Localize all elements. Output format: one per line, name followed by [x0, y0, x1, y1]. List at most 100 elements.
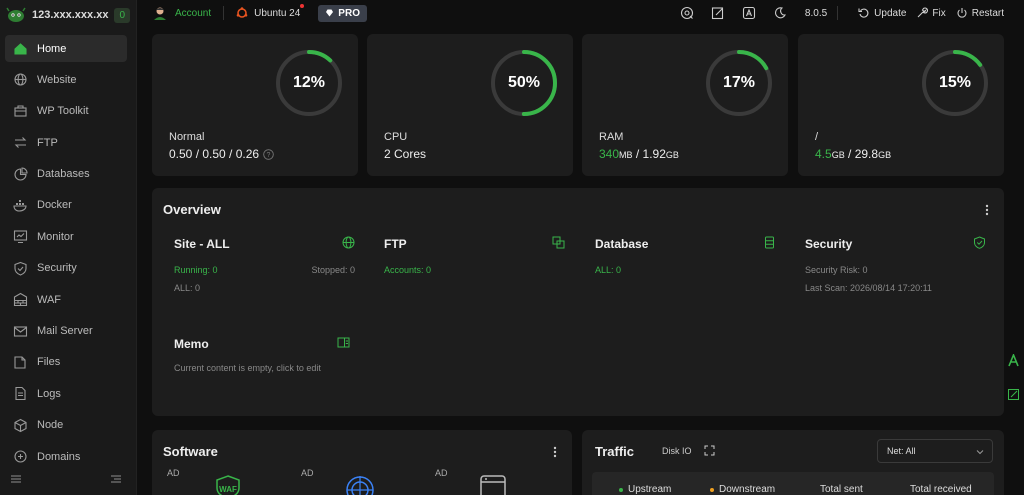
sidebar-item-label: Files [37, 356, 61, 369]
ram-total: / 1.92 [632, 147, 666, 161]
cpu-card[interactable]: 50% CPU 2 Cores [367, 34, 573, 176]
docker-icon [13, 199, 27, 212]
moon-icon[interactable] [773, 6, 787, 20]
sidebar-item-docker[interactable]: Docker [5, 192, 127, 219]
waf-label: WAF [219, 485, 237, 494]
network-select-value: Net: All [887, 446, 916, 456]
collapse-icon[interactable] [110, 473, 122, 485]
radar-icon[interactable] [346, 474, 374, 495]
load-gauge [276, 50, 342, 116]
site-panel[interactable]: Site - ALL Running: 0 Stopped: 0 ALL: 0 [163, 226, 373, 306]
downstream-text: Downstream [719, 484, 776, 495]
menu-icon[interactable] [10, 473, 22, 485]
notification-dot [300, 4, 305, 8]
feedback-button[interactable] [1002, 379, 1024, 409]
restart-button[interactable]: Restart [956, 7, 1004, 19]
sidebar-item-home[interactable]: Home [5, 35, 127, 62]
downstream-label: Downstream [710, 484, 775, 495]
network-select[interactable]: Net: All [877, 439, 993, 463]
sidebar-item-label: WAF [37, 293, 62, 306]
traffic-tab[interactable]: Traffic [595, 444, 635, 459]
sidebar-item-files[interactable]: Files [5, 349, 127, 376]
update-label: Update [874, 7, 907, 19]
sidebar-item-domains[interactable]: Domains [5, 443, 127, 470]
ad-label: AD [435, 468, 448, 478]
sidebar-item-wp-toolkit[interactable]: WP Toolkit [5, 98, 127, 125]
sidebar-item-mail-server[interactable]: Mail Server [5, 318, 127, 345]
font-icon[interactable] [742, 6, 756, 20]
home-icon [14, 43, 27, 55]
support-icon[interactable] [680, 6, 694, 20]
disk-total: / 29.8 [844, 147, 879, 161]
fix-button[interactable]: Fix [916, 7, 946, 19]
sidebar-item-label: Databases [37, 168, 90, 181]
memo-title: Memo [174, 337, 209, 351]
sidebar-item-ftp[interactable]: FTP [5, 129, 127, 156]
more-icon[interactable] [550, 445, 560, 459]
update-button[interactable]: Update [858, 7, 906, 19]
security-risk: Security Risk: 0 [805, 265, 868, 275]
database-all[interactable]: ALL: 0 [595, 265, 622, 275]
sidebar-item-label: Docker [37, 199, 72, 212]
disk-card[interactable]: 15% / 4.5GB / 29.8GB [798, 34, 1004, 176]
alert-badge[interactable]: 0 [114, 7, 130, 23]
sidebar-item-security[interactable]: Security [5, 255, 127, 282]
sidebar-item-website[interactable]: Website [5, 66, 127, 93]
ftp-panel[interactable]: FTP Accounts: 0 [373, 226, 583, 306]
ram-gauge [706, 50, 772, 116]
account-link[interactable]: Account [153, 6, 211, 20]
sidebar-item-monitor[interactable]: Monitor [5, 223, 127, 250]
ram-total-unit: GB [665, 150, 679, 160]
more-icon[interactable] [982, 203, 992, 217]
browser-window-icon[interactable] [479, 474, 507, 495]
security-panel[interactable]: Security Security Risk: 0 Last Scan: 202… [794, 226, 1004, 306]
disk-percent: 15% [938, 74, 972, 91]
edit-icon [1007, 388, 1019, 400]
disk-io-tab[interactable]: Disk IO [662, 446, 692, 456]
database-panel[interactable]: Database ALL: 0 [584, 226, 794, 306]
sidebar-item-databases[interactable]: Databases [5, 161, 127, 188]
load-value: 0.50 / 0.50 / 0.26? [169, 147, 274, 161]
cpu-percent: 50% [507, 74, 541, 91]
site-stopped[interactable]: Stopped: 0 [311, 265, 355, 275]
ram-percent: 17% [722, 74, 756, 91]
help-icon[interactable]: ? [263, 149, 274, 160]
sidebar-item-label: Security [37, 262, 77, 275]
pro-label: PRO [338, 7, 360, 19]
sidebar: 123.xxx.xxx.xx 0 Home Website WP Toolkit FT… [0, 0, 137, 495]
pro-badge[interactable]: PRO [318, 4, 367, 22]
sidebar-item-node[interactable]: Node [5, 412, 127, 439]
edit-icon[interactable] [711, 6, 725, 20]
memo-icon[interactable] [337, 336, 350, 349]
log-icon [15, 387, 26, 401]
load-label: Normal [169, 131, 205, 143]
memo-text[interactable]: Current content is empty, click to edit [174, 363, 321, 373]
globe-icon [14, 73, 27, 86]
ftp-accounts[interactable]: Accounts: 0 [384, 265, 432, 275]
refresh-icon [858, 8, 869, 18]
shield-icon [14, 261, 27, 276]
ram-card[interactable]: 17% RAM 340MB / 1.92GB [582, 34, 788, 176]
sidebar-item-waf[interactable]: WAF [5, 286, 127, 313]
load-card[interactable]: 12% Normal 0.50 / 0.50 / 0.26? [152, 34, 358, 176]
folder-icon [14, 356, 26, 369]
gauge-arc [276, 50, 342, 116]
site-running[interactable]: Running: 0 [174, 265, 218, 275]
waf-shield-icon[interactable]: WAF [214, 474, 242, 495]
hostname: 123.xxx.xxx.xx [31, 9, 109, 21]
domain-icon [14, 450, 27, 463]
sidebar-item-logs[interactable]: Logs [5, 380, 127, 407]
ad-label: AD [301, 468, 314, 478]
monitor-icon [13, 230, 28, 244]
os-info[interactable]: Ubuntu 24 [236, 4, 305, 19]
cpu-gauge [491, 50, 557, 116]
diamond-icon [326, 9, 334, 17]
disk-used: 4.5 [815, 147, 832, 161]
svg-text:?: ? [267, 152, 271, 159]
sidebar-item-label: Website [37, 73, 77, 86]
expand-icon[interactable] [704, 445, 715, 456]
mail-icon [13, 325, 28, 337]
assistant-button[interactable] [1002, 345, 1024, 375]
cube-icon [14, 418, 27, 432]
load-percent: 12% [292, 74, 326, 91]
